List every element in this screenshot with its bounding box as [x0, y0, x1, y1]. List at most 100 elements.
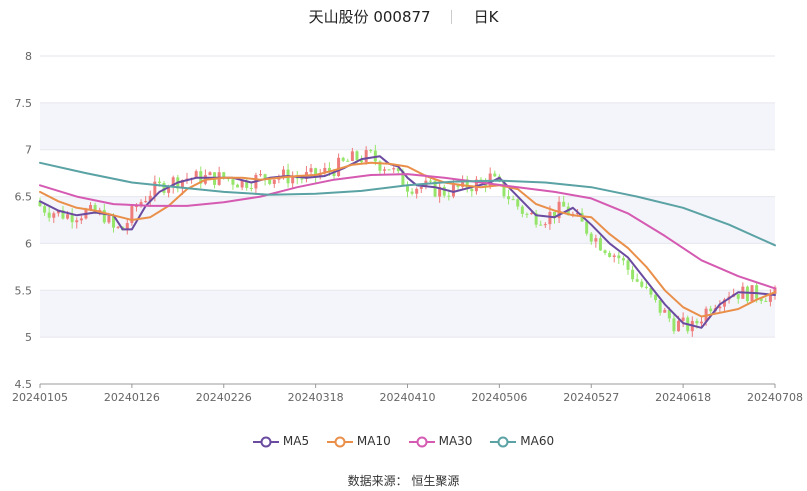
candle-body: [116, 226, 120, 228]
chart-bands: [40, 102, 775, 338]
legend-item-ma60[interactable]: MA60: [490, 434, 554, 448]
candle-body: [61, 210, 65, 219]
candle-body: [396, 168, 400, 172]
data-source: 数据来源： 恒生聚源: [0, 472, 807, 489]
x-tick-label: 20240226: [196, 391, 252, 404]
candle: [323, 162, 327, 177]
candle: [79, 215, 83, 224]
candle-body: [162, 183, 166, 193]
candle-body: [451, 184, 455, 197]
y-tick-label: 7: [25, 144, 32, 157]
candle-body: [621, 258, 625, 261]
candle: [369, 148, 373, 153]
candle-body: [364, 150, 368, 163]
candle-body: [654, 294, 658, 301]
candle: [148, 190, 152, 207]
candle-body: [608, 252, 612, 257]
legend-marker-ma30: [408, 436, 435, 447]
candle: [520, 204, 524, 218]
candle-body: [332, 171, 336, 177]
legend-item-ma30[interactable]: MA30: [408, 434, 472, 448]
candle: [644, 282, 648, 290]
candle-body: [180, 179, 184, 189]
candle-body: [249, 187, 253, 189]
candle: [291, 171, 295, 188]
candle-body: [631, 269, 635, 280]
legend-marker-ma5: [252, 436, 279, 447]
legend-item-ma10[interactable]: MA10: [326, 434, 391, 448]
y-tick-label: 7.5: [15, 97, 33, 110]
candle: [415, 187, 419, 199]
candle-body: [47, 212, 51, 218]
series-line-ma60: [39, 161, 776, 247]
candle-body: [557, 201, 561, 219]
candle: [557, 196, 561, 224]
series-line-ma10: [39, 161, 776, 318]
candle-body: [318, 173, 322, 177]
candle-body: [52, 213, 56, 218]
candle-body: [236, 184, 240, 188]
candle: [52, 211, 56, 223]
legend-label-ma60: MA60: [520, 434, 555, 448]
x-tick-label: 20240527: [563, 391, 619, 404]
candle: [608, 250, 612, 258]
candle-body: [548, 211, 552, 225]
candle: [718, 300, 722, 313]
candle: [346, 158, 350, 162]
candle-body: [493, 173, 497, 177]
candle-body: [157, 181, 161, 184]
candle-body: [516, 199, 520, 207]
candle: [268, 179, 272, 186]
candle-body: [626, 260, 630, 270]
band-1: [40, 290, 775, 338]
candle-body: [773, 287, 777, 294]
candle-body: [511, 199, 515, 201]
candle: [249, 182, 253, 192]
candle: [493, 170, 497, 177]
candle-body: [245, 180, 249, 188]
candle: [626, 258, 630, 275]
source-name: 恒生聚源: [411, 474, 460, 488]
candle-body: [442, 186, 446, 196]
candle-body: [171, 177, 175, 188]
candle: [75, 217, 79, 229]
candle-body: [695, 320, 699, 324]
candle: [396, 167, 400, 174]
candle-body: [309, 168, 313, 173]
candle: [410, 188, 414, 196]
candle-body: [125, 223, 129, 231]
candle-body: [56, 210, 60, 214]
stock-name: 天山股份 000877: [308, 8, 431, 26]
candle-body: [764, 300, 768, 302]
candle-body: [539, 224, 543, 226]
x-tick-label: 20240318: [288, 391, 344, 404]
candle: [231, 177, 235, 190]
candle: [709, 305, 713, 314]
candle: [589, 231, 593, 245]
candle-body: [89, 205, 93, 210]
x-tick-label: 20240708: [747, 391, 803, 404]
title-separator: [450, 10, 452, 24]
y-tick-label: 6.5: [15, 191, 33, 204]
candle: [392, 165, 396, 174]
candle: [745, 285, 749, 304]
legend-item-ma5[interactable]: MA5: [252, 434, 310, 448]
candle-body: [433, 180, 437, 197]
candle-body: [93, 205, 97, 214]
candle: [598, 235, 602, 251]
legend-marker-ma60: [490, 436, 517, 447]
candle-body: [263, 174, 267, 180]
candle-body: [640, 281, 644, 287]
candle: [649, 287, 653, 298]
candle: [507, 189, 511, 205]
candle-body: [134, 206, 138, 208]
candle-body: [387, 169, 391, 171]
candle: [511, 195, 515, 201]
candle: [658, 300, 662, 316]
x-tick-label: 20240506: [471, 391, 527, 404]
series-line-ma30: [39, 173, 776, 290]
legend-label-ma5: MA5: [282, 434, 310, 448]
candle-body: [534, 213, 538, 225]
candle: [259, 169, 262, 177]
candlestick-chart: 4.5 5 5.5 6 6.5 7 7.5 8 20240105 20240126 20240226…: [12, 50, 803, 404]
